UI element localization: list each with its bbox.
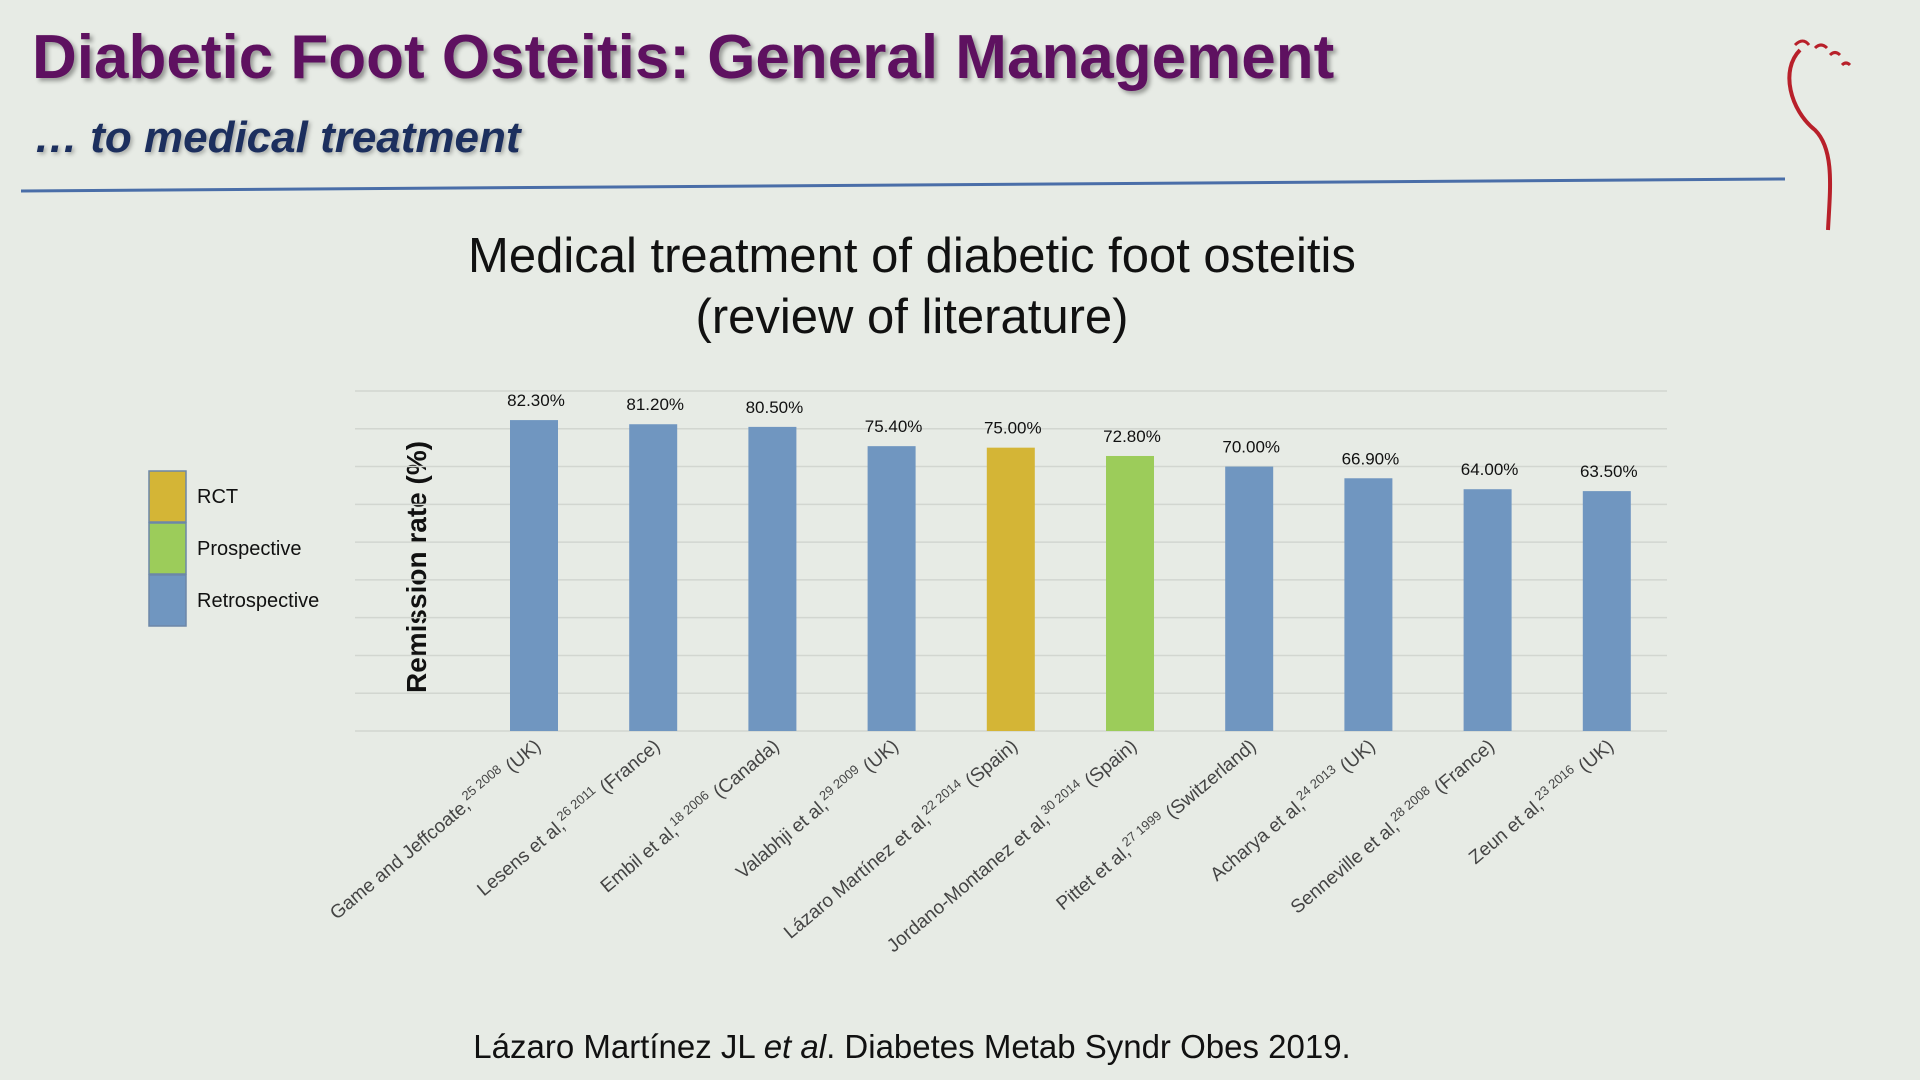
legend-swatch xyxy=(148,574,187,627)
x-tick-label: Pittet et al,27 1999(Switzerland) xyxy=(1050,733,1260,915)
study-country: (UK) xyxy=(859,736,902,777)
bar xyxy=(1225,466,1274,731)
bar xyxy=(867,446,916,731)
study-reference: 26 2011 xyxy=(553,783,598,824)
value-label: 82.30% xyxy=(507,391,565,410)
study-author: Acharya et al, xyxy=(1207,795,1309,886)
bar xyxy=(1463,489,1512,731)
study-author: Zeun et al, xyxy=(1465,795,1547,869)
study-country: (Spain) xyxy=(1081,736,1141,791)
value-label: 66.90% xyxy=(1342,449,1400,468)
study-reference: 22 2014 xyxy=(918,776,964,818)
foot-logo-toes xyxy=(1793,39,1852,67)
study-author: Embil et al, xyxy=(597,821,682,897)
study-country: (UK) xyxy=(502,736,545,777)
value-label: 81.20% xyxy=(626,395,684,414)
study-country: (Spain) xyxy=(962,736,1022,791)
legend-swatch xyxy=(148,522,187,575)
slide-title: Diabetic Foot Osteitis: General Manageme… xyxy=(32,23,1334,92)
bar xyxy=(629,424,678,731)
study-reference: 23 2016 xyxy=(1531,762,1577,804)
divider xyxy=(20,177,1786,193)
value-label: 64.00% xyxy=(1461,460,1519,479)
legend-swatch xyxy=(148,470,187,523)
study-reference: 29 2009 xyxy=(816,762,862,804)
legend-label: Retrospective xyxy=(197,590,319,612)
study-reference: 30 2014 xyxy=(1038,776,1084,818)
study-country: (Canada) xyxy=(709,736,783,803)
foot-logo xyxy=(1787,48,1833,231)
citation-etal: et al xyxy=(764,1028,828,1065)
x-tick-label: Game and Jeffcoate,25 2008(UK) xyxy=(324,733,545,924)
value-label: 75.00% xyxy=(984,419,1042,438)
x-tick-label: Jordano-Montanez et al,30 2014(Spain) xyxy=(881,733,1142,957)
bar xyxy=(986,447,1035,731)
study-author: Pittet et al, xyxy=(1053,841,1135,915)
study-country: (Switzerland) xyxy=(1162,736,1260,823)
study-country: (France) xyxy=(596,736,664,798)
x-tick-label: Senneville et al,28 2008(France) xyxy=(1284,733,1498,919)
legend-label: Prospective xyxy=(197,538,302,560)
study-author: Senneville et al, xyxy=(1287,816,1403,918)
citation: Lázaro Martínez JL et al. Diabetes Metab… xyxy=(473,1028,1350,1065)
legend-label: RCT xyxy=(197,486,238,508)
bar xyxy=(748,426,797,731)
study-country: (UK) xyxy=(1336,736,1379,777)
chart-title: Medical treatment of diabetic foot ostei… xyxy=(468,229,1356,283)
citation-source: . Diabetes Metab Syndr Obes 2019. xyxy=(826,1028,1351,1065)
chart-title: (review of literature) xyxy=(696,290,1129,344)
study-country: (UK) xyxy=(1575,736,1618,777)
bar xyxy=(1106,455,1154,731)
y-axis-label: Remission rate (%) xyxy=(401,441,432,693)
study-reference: 18 2006 xyxy=(666,787,712,829)
study-reference: 25 2008 xyxy=(459,762,505,804)
value-label: 80.50% xyxy=(746,398,804,417)
slide-subtitle: … to medical treatment xyxy=(34,113,523,162)
value-label: 72.80% xyxy=(1103,427,1161,446)
value-label: 63.50% xyxy=(1580,462,1638,481)
study-author: Valabhji et al, xyxy=(732,795,832,884)
study-reference: 24 2013 xyxy=(1293,762,1339,804)
study-reference: 28 2008 xyxy=(1387,783,1433,825)
x-tick-label: Lázaro Martínez et al,22 2014(Spain) xyxy=(778,733,1022,944)
bar xyxy=(510,420,558,731)
bar xyxy=(1344,478,1393,731)
study-author: Game and Jeffcoate, xyxy=(326,795,474,924)
study-reference: 27 1999 xyxy=(1119,808,1165,850)
study-country: (France) xyxy=(1430,736,1498,798)
value-label: 75.40% xyxy=(865,417,923,436)
bar xyxy=(1582,491,1631,731)
value-label: 70.00% xyxy=(1222,438,1280,457)
study-author: Lesens et al, xyxy=(474,815,570,900)
citation-authors: Lázaro Martínez JL xyxy=(473,1028,763,1065)
